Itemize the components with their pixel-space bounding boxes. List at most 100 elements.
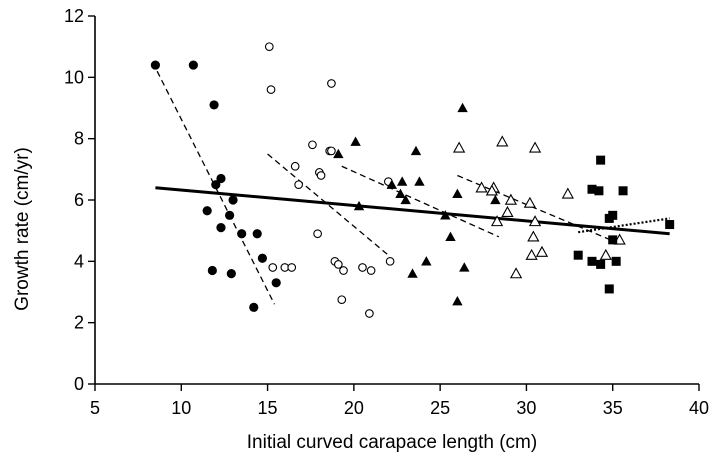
point-filled-triangle xyxy=(440,210,451,220)
point-filled-triangle xyxy=(350,136,361,146)
axes xyxy=(88,15,700,391)
point-open-triangle xyxy=(490,215,504,227)
point-open-triangle xyxy=(528,215,542,227)
x-tick-label: 35 xyxy=(603,398,623,418)
point-filled-triangle xyxy=(333,148,344,159)
data-points xyxy=(150,42,675,318)
point-open-triangle xyxy=(599,248,612,260)
point-filled-triangle xyxy=(386,179,398,189)
point-open-triangle xyxy=(561,187,574,199)
point-open-triangle xyxy=(525,248,538,260)
point-filled-triangle xyxy=(421,256,432,266)
point-filled-triangle xyxy=(457,102,468,113)
point-filled-circle xyxy=(188,60,198,70)
x-tick-label: 15 xyxy=(258,398,278,418)
point-filled-square xyxy=(587,256,597,266)
point-open-circle xyxy=(385,256,395,266)
point-filled-square xyxy=(618,186,628,196)
point-filled-square xyxy=(604,284,614,294)
point-filled-square xyxy=(573,250,583,260)
y-tick-label: 10 xyxy=(64,67,84,87)
fit-line-solid xyxy=(155,186,670,236)
x-tick-label: 5 xyxy=(90,398,100,418)
x-tick-label: 10 xyxy=(171,398,191,418)
point-open-circle xyxy=(358,263,367,272)
fit-line-dashed xyxy=(341,165,500,238)
point-filled-circle xyxy=(237,229,247,239)
point-open-circle xyxy=(268,263,278,272)
point-filled-square xyxy=(587,184,597,194)
point-filled-square xyxy=(665,220,675,230)
point-filled-triangle xyxy=(459,262,470,272)
point-open-circle xyxy=(266,85,276,94)
point-filled-circle xyxy=(211,180,221,190)
point-filled-square xyxy=(608,235,618,245)
point-open-triangle xyxy=(509,267,523,279)
point-filled-triangle xyxy=(395,188,406,199)
point-open-circle xyxy=(339,266,348,275)
point-filled-triangle xyxy=(400,194,411,205)
point-open-triangle xyxy=(528,141,542,153)
point-open-circle xyxy=(264,42,274,52)
point-filled-triangle xyxy=(410,145,422,156)
point-filled-circle xyxy=(257,253,267,263)
point-filled-circle xyxy=(225,210,235,220)
point-filled-circle xyxy=(216,173,226,184)
point-filled-triangle xyxy=(407,268,418,278)
fit-line-dotted xyxy=(578,217,670,234)
point-filled-triangle xyxy=(414,176,425,186)
point-filled-triangle xyxy=(452,296,463,306)
point-open-triangle xyxy=(527,230,540,242)
point-filled-square xyxy=(594,186,604,196)
point-filled-circle xyxy=(252,229,262,239)
point-open-circle xyxy=(287,263,297,272)
y-tick-label: 4 xyxy=(74,251,84,271)
point-open-circle xyxy=(290,161,300,171)
point-filled-circle xyxy=(249,302,259,312)
point-open-circle xyxy=(365,309,374,318)
point-open-circle xyxy=(327,79,336,88)
point-filled-circle xyxy=(202,206,212,216)
point-open-circle xyxy=(313,229,322,239)
point-filled-circle xyxy=(226,269,236,279)
point-filled-circle xyxy=(207,265,217,276)
point-filled-triangle xyxy=(353,200,365,211)
y-tick-label: 2 xyxy=(74,313,84,333)
point-filled-triangle xyxy=(396,176,408,186)
point-open-circle xyxy=(308,140,317,150)
point-open-triangle xyxy=(496,135,509,147)
point-filled-square xyxy=(596,259,606,269)
point-filled-circle xyxy=(209,100,219,110)
point-open-triangle xyxy=(475,181,488,193)
point-open-circle xyxy=(316,171,326,180)
x-tick-label: 30 xyxy=(516,398,536,418)
point-filled-circle xyxy=(271,278,281,288)
point-open-circle xyxy=(294,180,303,190)
y-tick-label: 0 xyxy=(74,374,84,394)
point-filled-square xyxy=(604,213,614,223)
tick-labels: 5 10 15 20 25 30 35 40 0 2 4 6 8 10 12 xyxy=(64,6,709,418)
point-filled-circle xyxy=(150,60,160,70)
x-axis-title: Initial curved carapace length (cm) xyxy=(247,432,537,453)
point-filled-triangle xyxy=(452,188,463,199)
point-filled-circle xyxy=(216,223,226,233)
point-open-circle xyxy=(333,260,343,269)
y-tick-label: 8 xyxy=(74,129,84,149)
point-open-circle xyxy=(337,295,347,305)
x-tick-label: 20 xyxy=(344,398,364,418)
point-filled-circle xyxy=(228,195,238,205)
point-filled-triangle xyxy=(445,231,456,241)
x-tick-label: 25 xyxy=(430,398,450,418)
fit-line-dashed xyxy=(267,153,389,256)
point-filled-triangle xyxy=(490,194,501,205)
point-open-triangle xyxy=(504,193,518,205)
point-filled-square xyxy=(596,155,606,165)
point-open-circle xyxy=(366,266,376,275)
point-open-triangle xyxy=(535,245,549,257)
point-open-triangle xyxy=(452,141,466,153)
fit-line-dashed xyxy=(457,174,619,244)
point-open-triangle xyxy=(523,196,537,208)
point-open-circle xyxy=(327,146,336,156)
y-axis-title: Growth rate (cm/yr) xyxy=(12,147,33,311)
